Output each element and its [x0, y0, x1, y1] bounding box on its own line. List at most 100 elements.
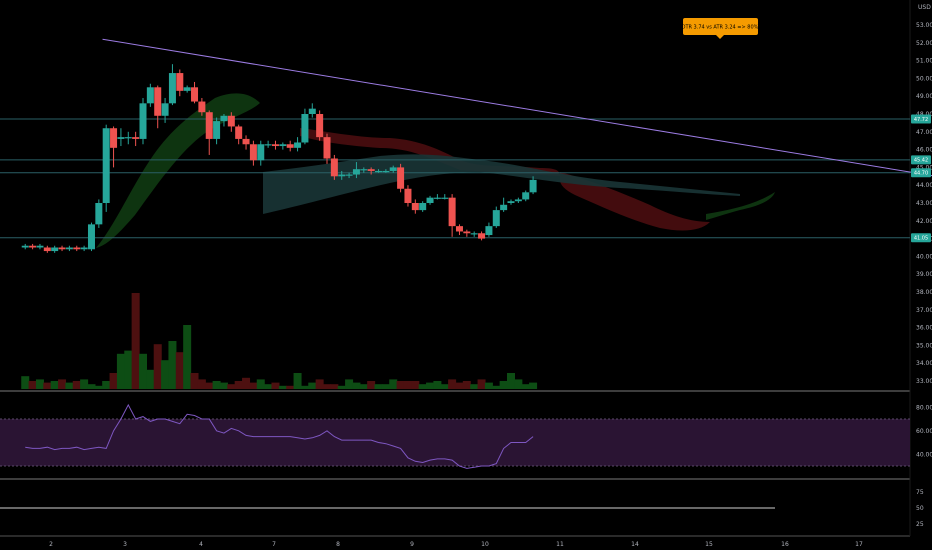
volume-bar [146, 369, 155, 389]
volume-bar [116, 353, 125, 389]
callout-box [683, 18, 758, 35]
price-tick: 50.00 [916, 75, 932, 82]
price-tick: 43.00 [916, 200, 932, 207]
volume-bar [462, 381, 471, 389]
price-badges: 47.72 45.42 44.70 41.05 [911, 114, 931, 243]
lower-indicator-tick: 25 [916, 521, 924, 528]
candle-up [21, 245, 29, 248]
candle-up [382, 170, 390, 173]
callout-text: DTR 3.74 vs ATR 3.24 => 80% [682, 25, 759, 31]
candle-down [411, 203, 419, 211]
price-tick: 34.00 [916, 360, 932, 367]
volume-bar [308, 382, 317, 389]
time-tick: 2 [49, 541, 53, 548]
price-badge-label: 44.70 [914, 171, 928, 177]
candle-down [316, 114, 324, 138]
candle-down [463, 231, 471, 234]
volume-bar [131, 293, 140, 389]
candle-up [514, 199, 522, 202]
candle-down [242, 138, 250, 145]
price-tick: 44.00 [916, 182, 932, 189]
volume-bar [256, 379, 265, 389]
descending-trendline [102, 38, 932, 177]
candle-up [264, 144, 272, 146]
volume-bar [389, 379, 398, 389]
volume-bar [433, 381, 442, 389]
candle-down [448, 197, 456, 227]
volume-bar [492, 385, 501, 389]
price-tick: 33.00 [916, 378, 932, 385]
time-tick: 17 [855, 541, 863, 548]
candle-up [87, 224, 95, 250]
volume-bar [286, 385, 295, 389]
volume-bar [227, 384, 236, 389]
candle-up [257, 144, 265, 161]
rsi-tick: 60.00 [916, 428, 932, 435]
price-tick: 47.00 [916, 129, 932, 136]
volume-bar [80, 379, 89, 389]
candle-up [294, 142, 302, 148]
candle-up [51, 247, 59, 252]
trendline-layer[interactable] [102, 38, 932, 221]
candle-up [168, 73, 176, 104]
candle-down [73, 247, 81, 250]
volume-bar [352, 382, 361, 389]
green-ribbon [96, 93, 260, 248]
time-tick: 10 [481, 541, 489, 548]
candle-down [154, 87, 162, 116]
volume-bar [102, 381, 111, 389]
candle-up [279, 144, 287, 147]
candle-up [95, 203, 103, 225]
price-tick: 45.00 [916, 164, 932, 171]
candle-down [227, 115, 235, 127]
candle-down [132, 137, 140, 139]
callout-pointer [716, 35, 724, 39]
price-badge-label: 47.72 [914, 117, 928, 123]
price-tick: 38.00 [916, 289, 932, 296]
candle-up [213, 121, 221, 139]
volume-bar [374, 384, 383, 389]
price-tick: 37.00 [916, 307, 932, 314]
volume-bar [234, 381, 243, 389]
time-axis[interactable]: 2 3 4 7 8 9 10 11 14 15 16 17 [49, 541, 863, 548]
volume-bar [50, 381, 59, 389]
teal-cloud [263, 154, 740, 214]
candle-down [205, 112, 213, 139]
volume-bar [484, 382, 493, 389]
candle-down [286, 144, 294, 148]
volume-bar [212, 381, 221, 389]
volume-bar [477, 379, 486, 389]
volume-bar [219, 382, 228, 389]
candle-up [220, 115, 228, 122]
volume-bar [87, 384, 96, 389]
rsi-tick: 80.00 [916, 404, 932, 411]
time-tick: 15 [705, 541, 713, 548]
volume-bar [448, 379, 457, 389]
rsi-axis[interactable]: 80.00 60.00 40.00 [916, 404, 932, 458]
candle-down [191, 87, 199, 102]
horizontal-levels[interactable] [0, 118, 910, 239]
candle-up [338, 174, 346, 177]
dtr-atr-callout[interactable]: DTR 3.74 vs ATR 3.24 => 80% [682, 18, 759, 39]
candlesticks[interactable] [21, 64, 537, 253]
price-tick: 40.00 [916, 253, 932, 260]
candle-up [426, 197, 434, 203]
volume-bar [153, 344, 162, 389]
volume-bar [418, 384, 427, 389]
price-badge [911, 155, 931, 165]
time-tick: 11 [556, 541, 564, 548]
candle-up [345, 174, 353, 176]
volume-bar [403, 381, 412, 389]
candle-down [404, 188, 412, 203]
volume-bar [242, 377, 251, 389]
candle-up [441, 197, 449, 199]
lower-indicator-axis[interactable]: 75 50 25 [916, 489, 924, 528]
volume-bar [183, 325, 192, 389]
volume-bar [109, 373, 118, 389]
price-axis[interactable]: 53.0052.0051.0050.0049.0048.0047.0046.00… [916, 22, 932, 385]
volume-bar [323, 384, 331, 389]
lower-indicator-tick: 75 [916, 489, 924, 496]
candle-up [124, 137, 132, 139]
rsi-line[interactable] [25, 403, 534, 469]
